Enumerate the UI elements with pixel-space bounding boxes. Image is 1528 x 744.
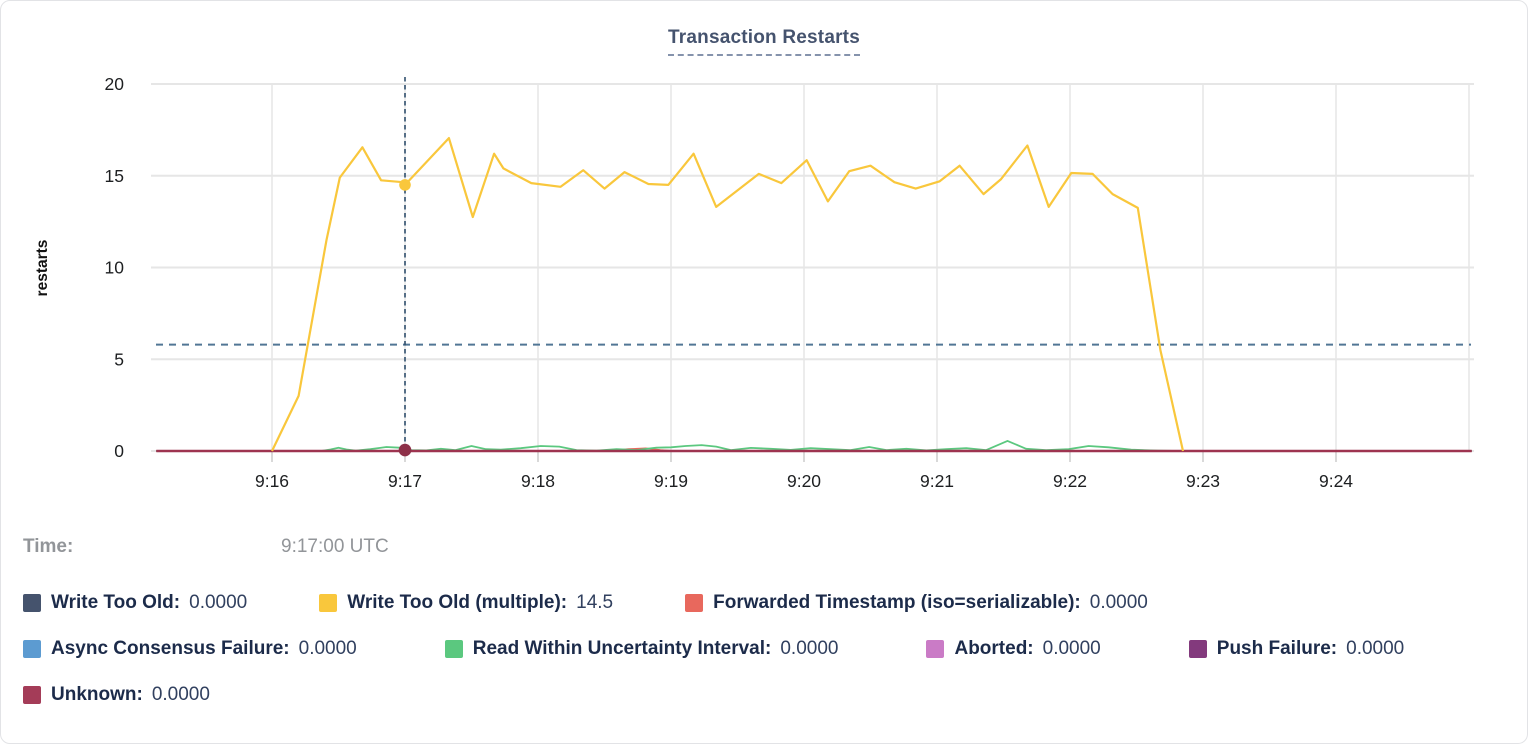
legend-label: Aborted: xyxy=(954,638,1034,659)
legend-label: Write Too Old (multiple): xyxy=(347,592,568,613)
y-tick-label: 5 xyxy=(114,349,124,369)
hover-time-row: Time: 9:17:00 UTC xyxy=(23,536,389,558)
x-tick-label: 9:16 xyxy=(255,471,289,491)
legend-label: Write Too Old: xyxy=(51,592,181,613)
hover-time-label: Time: xyxy=(23,536,74,557)
legend-value: 0.0000 xyxy=(1042,638,1101,659)
legend-value: 0.0000 xyxy=(298,638,357,659)
transaction-restarts-chart[interactable]: 0 5 10 15 20 9:16 9:17 9:18 9:19 9:20 9:21 9:22 9:23… xyxy=(1,1,1528,516)
x-tick-label: 9:21 xyxy=(920,471,954,491)
x-tick-label: 9:23 xyxy=(1186,471,1220,491)
x-tick-label: 9:18 xyxy=(521,471,555,491)
legend-value: 0.0000 xyxy=(780,638,839,659)
gridlines xyxy=(151,83,1474,452)
legend-item-aborted: Aborted: 0.0000 xyxy=(926,638,1101,660)
legend-item-read-within-uncertainty-interval: Read Within Uncertainty Interval: 0.0000 xyxy=(444,638,839,660)
legend-swatch xyxy=(23,640,41,658)
legend-value: 14.5 xyxy=(576,592,614,613)
legend-swatch xyxy=(444,640,463,658)
legend-label: Unknown: xyxy=(51,684,143,705)
legend-item-write-too-old-multiple: Write Too Old (multiple): 14.5 xyxy=(319,592,613,614)
legend-item-async-consensus-failure: Async Consensus Failure: 0.0000 xyxy=(23,638,357,660)
legend-value: 0.0000 xyxy=(1346,638,1405,659)
chart-legend: Write Too Old: 0.0000 Write Too Old (multi… xyxy=(23,589,1513,727)
legend-label: Async Consensus Failure: xyxy=(51,638,290,659)
x-tick-label: 9:17 xyxy=(388,471,422,491)
legend-value: 0.0000 xyxy=(151,684,210,705)
chart-title-row: Transaction Restarts xyxy=(1,27,1527,56)
y-tick-label: 15 xyxy=(105,166,124,186)
x-tick-label: 9:20 xyxy=(787,471,821,491)
legend-label: Read Within Uncertainty Interval: xyxy=(472,638,772,659)
hover-time-value: 9:17:00 UTC xyxy=(281,536,389,557)
x-tick-label: 9:24 xyxy=(1319,471,1353,491)
legend-item-write-too-old: Write Too Old: 0.0000 xyxy=(23,592,247,614)
legend-item-push-failure: Push Failure: 0.0000 xyxy=(1188,638,1405,660)
legend-swatch xyxy=(23,686,41,704)
legend-swatch xyxy=(685,594,704,612)
legend-label: Forwarded Timestamp (iso=serializable): xyxy=(713,592,1081,613)
legend-item-forwarded-timestamp-iso-serializable: Forwarded Timestamp (iso=serializable): 0… xyxy=(685,592,1148,614)
series-line-read-within-uncertainty-interval xyxy=(156,439,1472,452)
legend-item-unknown: Unknown: 0.0000 xyxy=(23,684,210,706)
chart-title: Transaction Restarts xyxy=(668,27,860,56)
y-tick-label: 10 xyxy=(105,258,125,278)
legend-swatch xyxy=(926,640,945,658)
y-tick-label: 20 xyxy=(105,74,125,94)
legend-value: 0.0000 xyxy=(189,592,248,613)
y-tick-label: 0 xyxy=(114,441,124,461)
axis-labels: 0 5 10 15 20 9:16 9:17 9:18 9:19 9:20 9:21 9:22 9:23… xyxy=(34,74,1353,491)
legend-value: 0.0000 xyxy=(1089,592,1148,613)
x-tick-label: 9:19 xyxy=(654,471,688,491)
crosshair-dot-write-too-old-multiple xyxy=(399,179,411,191)
legend-swatch xyxy=(23,594,41,612)
legend-row: Async Consensus Failure: 0.0000 Read Withi… xyxy=(23,635,1513,663)
legend-swatch xyxy=(1188,640,1207,658)
legend-row: Write Too Old: 0.0000 Write Too Old (multi… xyxy=(23,589,1513,617)
crosshair-dot-unknown xyxy=(398,443,412,457)
y-axis-title: restarts xyxy=(34,240,51,297)
x-tick-label: 9:22 xyxy=(1053,471,1087,491)
legend-swatch xyxy=(319,594,338,612)
legend-label: Push Failure: xyxy=(1216,638,1338,659)
legend-row: Unknown: 0.0000 xyxy=(23,681,1513,709)
